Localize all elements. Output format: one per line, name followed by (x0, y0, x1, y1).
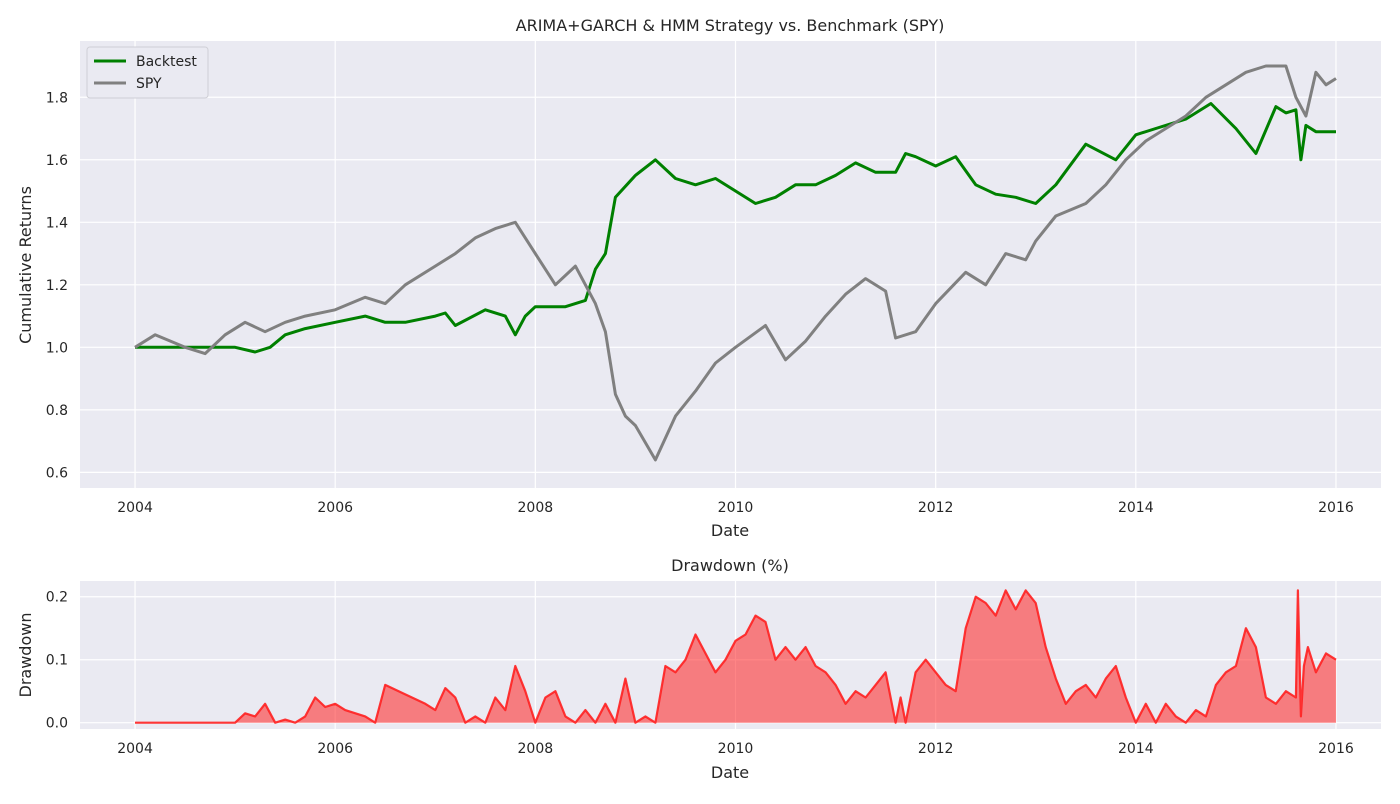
drawdown-line (135, 589, 1337, 724)
drawdown-title: Drawdown (%) (671, 556, 789, 575)
legend: Backtest SPY (86, 46, 209, 99)
plot-background (80, 41, 1381, 488)
cumulative-returns-ylabel: Cumulative Returns (16, 186, 35, 344)
x-tick-label: 2014 (1118, 500, 1154, 516)
drawdown-xlabel: Date (711, 763, 749, 782)
y-tick-label: 0.2 (46, 590, 68, 606)
x-tick-label: 2004 (117, 500, 153, 516)
drawdown-panel: 2004 2006 2008 2010 2012 2014 2016 0.0 0.1 0.2 Dr… (16, 556, 1381, 782)
y-tick-label: 0.1 (46, 653, 68, 669)
y-tick-label: 1.8 (46, 90, 68, 106)
y-tick-label: 1.2 (46, 278, 68, 294)
drawdown-ylabel: Drawdown (16, 613, 35, 698)
legend-label-spy: SPY (136, 76, 162, 92)
x-tick-label: 2008 (518, 741, 554, 757)
legend-label-backtest: Backtest (136, 54, 197, 70)
y-tick-label: 0.6 (46, 465, 68, 481)
y-tick-label: 0.0 (46, 716, 68, 732)
x-tick-label: 2006 (317, 500, 353, 516)
x-tick-label: 2016 (1318, 741, 1354, 757)
cumulative-returns-panel: 2004 2006 2008 2010 2012 2014 2016 0.6 0.8 1.0 1.2… (16, 16, 1381, 540)
y-tick-label: 1.6 (46, 153, 68, 169)
plot-area-1: 2004 2006 2008 2010 2012 2014 2016 0.0 0.1 0.2 (46, 581, 1381, 757)
x-tick-label: 2004 (117, 741, 153, 757)
y-tick-label: 0.8 (46, 403, 68, 419)
y-tick-label: 1.4 (46, 215, 68, 231)
series-line-spy (134, 64, 1337, 462)
x-tick-label: 2006 (317, 741, 353, 757)
cumulative-returns-title: ARIMA+GARCH & HMM Strategy vs. Benchmark… (516, 16, 945, 35)
x-tick-label: 2010 (718, 500, 754, 516)
x-tick-label: 2014 (1118, 741, 1154, 757)
y-tick-label: 1.0 (46, 340, 68, 356)
drawdown-area (135, 590, 1336, 723)
x-tick-label: 2016 (1318, 500, 1354, 516)
x-tick-label: 2012 (918, 500, 954, 516)
plot-area-0: 2004 2006 2008 2010 2012 2014 2016 0.6 0.8 1.0 1.2… (46, 41, 1381, 516)
x-tick-label: 2010 (718, 741, 754, 757)
x-tick-label: 2008 (518, 500, 554, 516)
x-tick-label: 2012 (918, 741, 954, 757)
cumulative-returns-xlabel: Date (711, 521, 749, 540)
